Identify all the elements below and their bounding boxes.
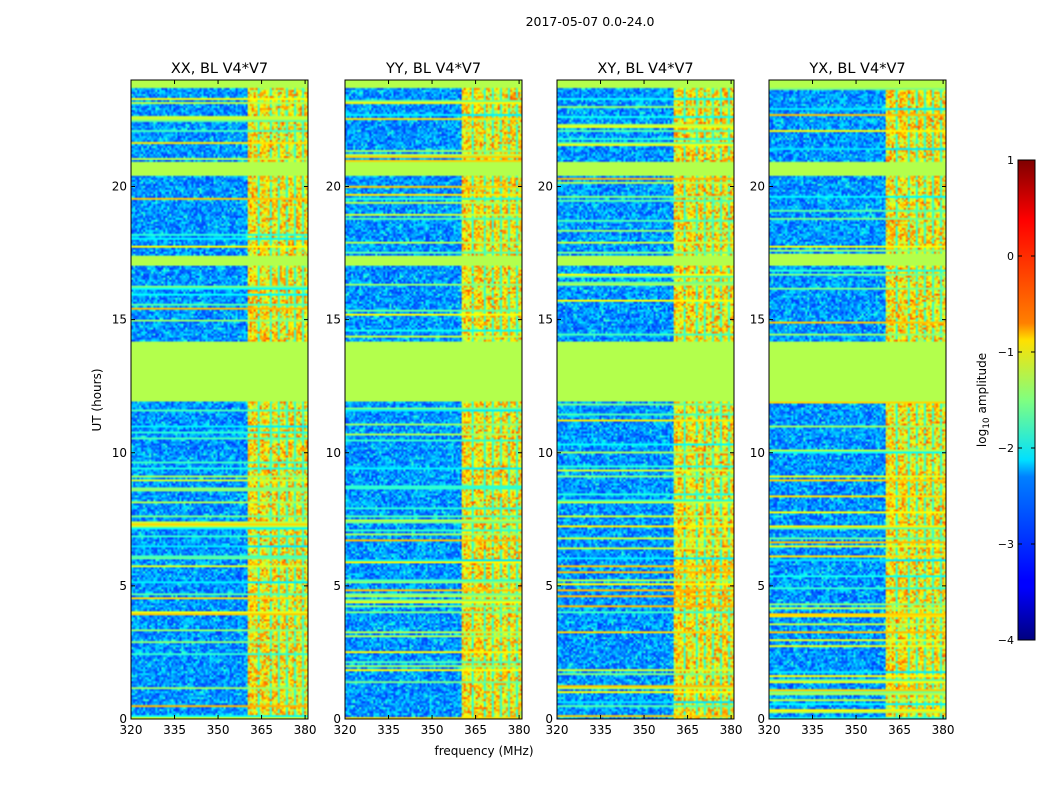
- y-tick-label: 10: [750, 446, 765, 460]
- y-tick-label: 5: [757, 579, 765, 593]
- y-tick-label: 5: [333, 579, 341, 593]
- x-tick-label: 320: [546, 723, 569, 737]
- x-tick-label: 350: [207, 723, 230, 737]
- x-tick-label: 320: [334, 723, 357, 737]
- x-tick-label: 350: [421, 723, 444, 737]
- panel-title: YX, BL V4*V7: [808, 61, 905, 77]
- x-tick-label: 320: [758, 723, 781, 737]
- x-tick-label: 380: [932, 723, 955, 737]
- y-tick-label: 15: [538, 313, 553, 327]
- x-tick-label: 380: [508, 723, 531, 737]
- panel-title: XY, BL V4*V7: [597, 61, 693, 77]
- x-axis-label: frequency (MHz): [434, 744, 533, 758]
- figure-suptitle: 2017-05-07 0.0-24.0: [526, 14, 655, 29]
- panel-xx: XX, BL V4*V7 320 335 350 365 380 0 5 10 15 20: [112, 61, 317, 737]
- colorbar: −4 −3 −2 −1 0 1 log10 amplitude: [975, 154, 1036, 647]
- panel-yy: YY, BL V4*V7 320 335 350 365 380 0 5 10 15 20: [326, 61, 531, 737]
- colorbar-label-sub: 10: [982, 417, 992, 429]
- colorbar-tick-label: 0: [1007, 250, 1014, 263]
- x-tick-label: 365: [888, 723, 911, 737]
- y-tick-label: 15: [326, 313, 341, 327]
- x-tick-label: 365: [464, 723, 487, 737]
- x-tick-label: 365: [250, 723, 273, 737]
- y-tick-label: 20: [326, 180, 341, 194]
- panel-xy: XY, BL V4*V7 320 335 350 365 380 0 5 10 15 20: [538, 61, 743, 737]
- x-tick-label: 380: [720, 723, 743, 737]
- colorbar-label-rest: amplitude: [975, 353, 989, 417]
- x-tick-label: 350: [633, 723, 656, 737]
- waterfall-image: [557, 80, 734, 719]
- y-tick-label: 10: [112, 446, 127, 460]
- x-tick-label: 320: [120, 723, 143, 737]
- y-tick-label: 5: [119, 579, 127, 593]
- y-tick-label: 5: [545, 579, 553, 593]
- y-tick-label: 0: [119, 712, 127, 726]
- colorbar-tick-label: −1: [998, 346, 1014, 359]
- y-axis-label: UT (hours): [90, 368, 104, 431]
- panel-frame: [344, 79, 523, 720]
- panel-frame: [556, 79, 735, 720]
- panel-yx: YX, BL V4*V7 320 335 350 365 380 0 5 10 15 20: [750, 61, 955, 737]
- colorbar-gradient: [1017, 159, 1036, 641]
- y-tick-label: 0: [545, 712, 553, 726]
- y-tick-label: 20: [538, 180, 553, 194]
- colorbar-label: log10 amplitude: [975, 353, 992, 447]
- panel-title: XX, BL V4*V7: [171, 61, 268, 77]
- x-tick-label: 380: [294, 723, 317, 737]
- colorbar-tick-label: −2: [998, 442, 1014, 455]
- x-tick-label: 335: [163, 723, 186, 737]
- y-tick-label: 15: [112, 313, 127, 327]
- y-tick-label: 20: [112, 180, 127, 194]
- waterfall-image: [131, 80, 308, 719]
- x-tick-label: 350: [845, 723, 868, 737]
- panel-frame: [130, 79, 309, 720]
- colorbar-label-main: log: [975, 429, 989, 447]
- x-tick-label: 365: [676, 723, 699, 737]
- panel-frame: [768, 79, 947, 720]
- waterfall-image: [345, 80, 522, 719]
- colorbar-ticks: −4 −3 −2 −1 0 1: [998, 154, 1035, 647]
- y-tick-label: 0: [757, 712, 765, 726]
- y-tick-label: 10: [538, 446, 553, 460]
- x-tick-label: 335: [589, 723, 612, 737]
- x-tick-label: 335: [801, 723, 824, 737]
- colorbar-tick-label: −3: [998, 538, 1014, 551]
- y-tick-label: 0: [333, 712, 341, 726]
- colorbar-tick-label: −4: [998, 634, 1014, 647]
- y-tick-label: 15: [750, 313, 765, 327]
- x-tick-label: 335: [377, 723, 400, 737]
- y-tick-label: 20: [750, 180, 765, 194]
- colorbar-tick-label: 1: [1007, 154, 1014, 167]
- panel-title: YY, BL V4*V7: [385, 61, 481, 77]
- waterfall-image: [769, 80, 946, 719]
- y-tick-label: 10: [326, 446, 341, 460]
